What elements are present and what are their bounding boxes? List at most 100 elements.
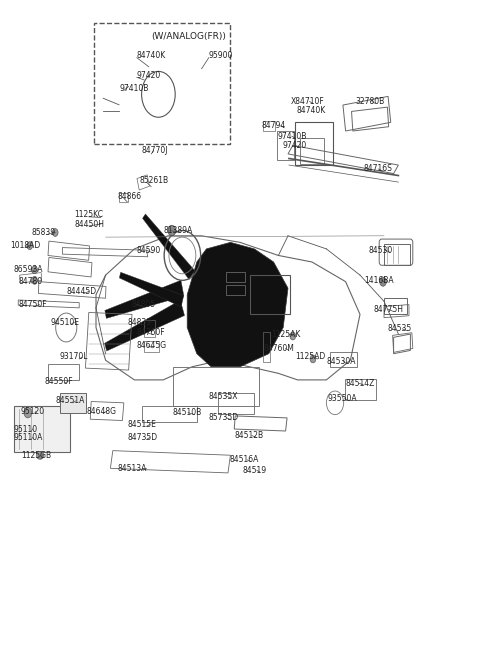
- Bar: [351, 107, 389, 131]
- Text: 93550A: 93550A: [327, 394, 357, 403]
- Circle shape: [32, 266, 37, 274]
- Text: 84794: 84794: [262, 121, 286, 130]
- Text: 84512B: 84512B: [234, 431, 264, 440]
- Text: 84590: 84590: [137, 246, 161, 255]
- Circle shape: [168, 225, 176, 236]
- Text: 1416BA: 1416BA: [364, 276, 394, 285]
- Circle shape: [310, 355, 316, 363]
- Text: 84530: 84530: [369, 246, 393, 255]
- Bar: [14, 406, 70, 452]
- Text: 95900: 95900: [209, 51, 233, 60]
- Bar: [48, 257, 92, 277]
- Text: 84740K: 84740K: [137, 51, 166, 60]
- Text: 1125GB: 1125GB: [22, 451, 52, 460]
- Circle shape: [38, 451, 44, 459]
- Circle shape: [380, 277, 386, 286]
- Text: 85261B: 85261B: [139, 176, 168, 185]
- Text: 97420: 97420: [137, 71, 161, 80]
- Bar: [119, 193, 128, 202]
- Bar: [384, 244, 410, 265]
- Text: 84760F: 84760F: [137, 328, 166, 337]
- Bar: [38, 282, 106, 298]
- Text: 81389A: 81389A: [163, 226, 192, 235]
- Bar: [137, 175, 149, 190]
- Text: 84515E: 84515E: [127, 420, 156, 429]
- Bar: [295, 122, 333, 165]
- Text: 84535X: 84535X: [209, 392, 238, 401]
- Text: 84514Z: 84514Z: [346, 379, 375, 388]
- Polygon shape: [187, 242, 288, 367]
- Bar: [60, 393, 86, 413]
- Bar: [277, 131, 294, 160]
- Bar: [263, 121, 275, 131]
- Bar: [330, 352, 357, 367]
- Text: 32780B: 32780B: [355, 97, 384, 106]
- Bar: [226, 285, 245, 295]
- Text: 84551A: 84551A: [55, 396, 84, 405]
- Text: 84510B: 84510B: [173, 408, 202, 417]
- Bar: [142, 406, 197, 422]
- Circle shape: [27, 242, 33, 250]
- Bar: [218, 393, 254, 414]
- Bar: [20, 272, 42, 283]
- Circle shape: [24, 407, 32, 418]
- Bar: [173, 367, 259, 406]
- Text: 84805: 84805: [132, 300, 156, 309]
- Text: 84645G: 84645G: [137, 341, 167, 350]
- Bar: [226, 272, 245, 282]
- Text: 95110: 95110: [13, 424, 37, 434]
- Bar: [345, 379, 376, 400]
- Text: 84866: 84866: [118, 192, 142, 201]
- Polygon shape: [143, 214, 195, 280]
- Text: 97410B: 97410B: [119, 84, 148, 93]
- Circle shape: [290, 332, 296, 340]
- Text: 84535: 84535: [388, 324, 412, 333]
- Text: 84445D: 84445D: [66, 287, 96, 296]
- Text: 86593A: 86593A: [13, 265, 43, 274]
- Text: 84550F: 84550F: [44, 377, 73, 386]
- Text: 84775H: 84775H: [373, 305, 403, 314]
- Text: 97410B: 97410B: [277, 132, 307, 141]
- Text: 84516A: 84516A: [229, 455, 259, 464]
- Text: 95120: 95120: [20, 407, 44, 416]
- Bar: [48, 364, 79, 380]
- Text: 97420: 97420: [282, 141, 307, 150]
- Bar: [144, 341, 159, 352]
- Bar: [384, 298, 407, 314]
- Bar: [263, 332, 270, 362]
- Text: 84735D: 84735D: [127, 433, 157, 442]
- Text: 84760M: 84760M: [264, 344, 295, 353]
- Text: 84750F: 84750F: [18, 300, 47, 309]
- Text: 1125AK: 1125AK: [271, 329, 300, 339]
- Text: 84450H: 84450H: [74, 219, 105, 229]
- Bar: [94, 23, 230, 144]
- Bar: [343, 96, 391, 131]
- Text: 84770J: 84770J: [142, 146, 168, 155]
- Polygon shape: [120, 272, 184, 307]
- Text: 84513A: 84513A: [118, 464, 147, 473]
- Text: 84716S: 84716S: [364, 164, 393, 174]
- Circle shape: [36, 451, 42, 459]
- Bar: [250, 275, 290, 314]
- Bar: [144, 320, 155, 337]
- Text: (W/ANALOG(FR)): (W/ANALOG(FR)): [151, 31, 226, 41]
- Text: 1125KC: 1125KC: [74, 210, 103, 219]
- Text: 85735D: 85735D: [209, 413, 239, 422]
- Text: 84519: 84519: [242, 466, 266, 475]
- Text: X84710F: X84710F: [290, 97, 324, 106]
- Text: 93170L: 93170L: [60, 352, 88, 362]
- Text: 85839: 85839: [31, 228, 55, 237]
- Text: 1018AD: 1018AD: [11, 241, 41, 250]
- Bar: [48, 241, 90, 260]
- Bar: [300, 138, 324, 164]
- Text: 84740K: 84740K: [297, 106, 326, 115]
- Text: 94510E: 94510E: [50, 318, 79, 327]
- Polygon shape: [105, 300, 184, 351]
- Circle shape: [52, 229, 58, 236]
- Text: 95110A: 95110A: [13, 433, 43, 442]
- Text: 84530A: 84530A: [326, 357, 356, 366]
- Polygon shape: [105, 280, 184, 318]
- Circle shape: [32, 276, 37, 284]
- Text: 1125AD: 1125AD: [295, 352, 325, 362]
- Text: 84839: 84839: [127, 318, 151, 327]
